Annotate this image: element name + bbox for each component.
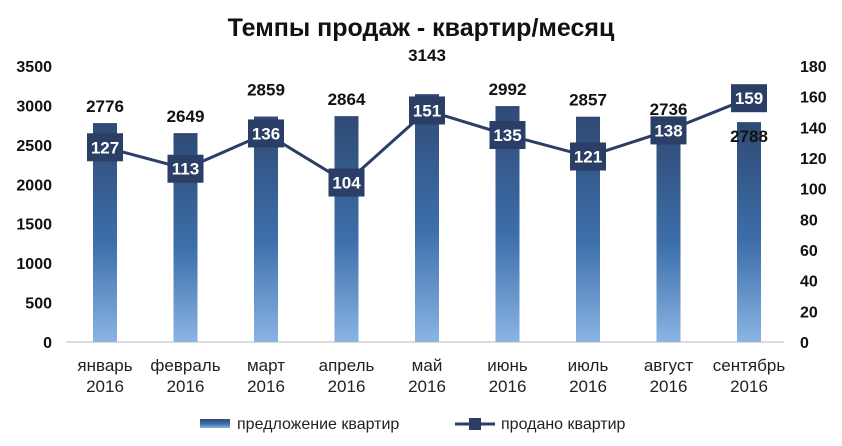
- category-label: январь: [77, 356, 132, 375]
- legend-bar-label: предложение квартир: [237, 416, 399, 433]
- category-label: июль: [568, 356, 609, 375]
- category-year-label: 2016: [569, 377, 607, 396]
- line-marker: [167, 154, 204, 183]
- category-year-label: 2016: [408, 377, 446, 396]
- left-tick-label: 0: [43, 335, 52, 352]
- bar-value-label: 2788: [730, 127, 768, 146]
- bar-value-label: 2992: [489, 80, 527, 99]
- line-marker: [328, 168, 365, 197]
- category-year-label: 2016: [247, 377, 285, 396]
- left-tick-label: 3500: [16, 59, 52, 76]
- bar: [656, 126, 681, 342]
- bar-value-label: 2776: [86, 97, 124, 116]
- category-year-label: 2016: [489, 377, 527, 396]
- bar-value-label: 2857: [569, 91, 607, 110]
- left-tick-label: 2000: [16, 177, 52, 194]
- right-tick-label: 0: [800, 335, 809, 352]
- bar: [334, 116, 359, 343]
- line-value-label: 135: [493, 126, 521, 145]
- bar-value-label: 3143: [408, 46, 446, 65]
- right-tick-label: 100: [800, 182, 827, 199]
- chart-title: Темпы продаж - квартир/месяц: [227, 14, 615, 42]
- category-year-label: 2016: [167, 377, 205, 396]
- line-marker: [570, 142, 606, 171]
- left-tick-label: 1500: [16, 217, 52, 234]
- right-tick-label: 80: [800, 212, 818, 229]
- line-value-label: 104: [332, 174, 361, 193]
- bar: [415, 94, 439, 342]
- category-label: май: [412, 356, 443, 375]
- line-marker: [248, 119, 284, 148]
- legend: предложение квартир продано квартир: [200, 416, 626, 433]
- line-value-label: 138: [654, 121, 682, 140]
- category-label: февраль: [150, 356, 220, 375]
- legend-bar-swatch: [200, 419, 230, 428]
- left-tick-label: 3000: [16, 98, 52, 115]
- category-year-label: 2016: [328, 377, 366, 396]
- right-tick-label: 60: [800, 243, 818, 260]
- right-tick-label: 140: [800, 120, 827, 137]
- bar-value-label: 2649: [167, 107, 205, 126]
- right-tick-label: 20: [800, 304, 818, 321]
- category-year-label: 2016: [86, 377, 124, 396]
- line-value-label: 151: [413, 101, 441, 120]
- category-label: сентябрь: [713, 356, 786, 375]
- bar-value-label: 2864: [328, 90, 366, 109]
- left-axis-ticks: 0 500 1000 1500 2000 2500 3000 3500: [16, 59, 52, 352]
- line-value-label: 159: [735, 89, 763, 108]
- right-tick-label: 40: [800, 274, 818, 291]
- right-tick-label: 180: [800, 59, 827, 76]
- category-year-label: 2016: [730, 377, 768, 396]
- line-marker: [731, 84, 767, 113]
- line-series: 127 113 136 104 151 135 121 138 159: [87, 84, 767, 197]
- category-label: март: [247, 356, 285, 375]
- category-label: апрель: [319, 356, 375, 375]
- left-tick-label: 1000: [16, 256, 52, 273]
- bar: [737, 122, 761, 342]
- line-value-label: 136: [252, 124, 280, 143]
- line-marker: [489, 121, 526, 149]
- category-year-label: 2016: [650, 377, 688, 396]
- bar-value-labels: 2776 2649 2859 2864 3143 2992 2857 2736 2788: [86, 46, 768, 146]
- right-axis-ticks: 0 20 40 60 80 100 120 140 160 180: [800, 59, 827, 352]
- left-tick-label: 2500: [16, 138, 52, 155]
- line-value-label: 121: [574, 147, 602, 166]
- bar-value-label: 2859: [247, 81, 285, 100]
- line-marker: [87, 133, 123, 162]
- line-value-label: 113: [172, 160, 199, 179]
- bar-value-label: 2736: [650, 100, 688, 119]
- bar: [254, 116, 278, 343]
- legend-line-marker: [469, 418, 481, 430]
- line-marker: [650, 116, 687, 145]
- line-value-label: 127: [91, 138, 119, 157]
- category-label: август: [644, 356, 693, 375]
- category-labels: январь 2016 февраль 2016 март 2016 апрель 2016 м…: [77, 356, 785, 396]
- category-label: июнь: [487, 356, 528, 375]
- right-tick-label: 160: [800, 90, 827, 107]
- line-marker: [409, 96, 445, 125]
- right-tick-label: 120: [800, 151, 827, 168]
- left-tick-label: 500: [25, 296, 52, 313]
- legend-line-label: продано квартир: [501, 416, 626, 433]
